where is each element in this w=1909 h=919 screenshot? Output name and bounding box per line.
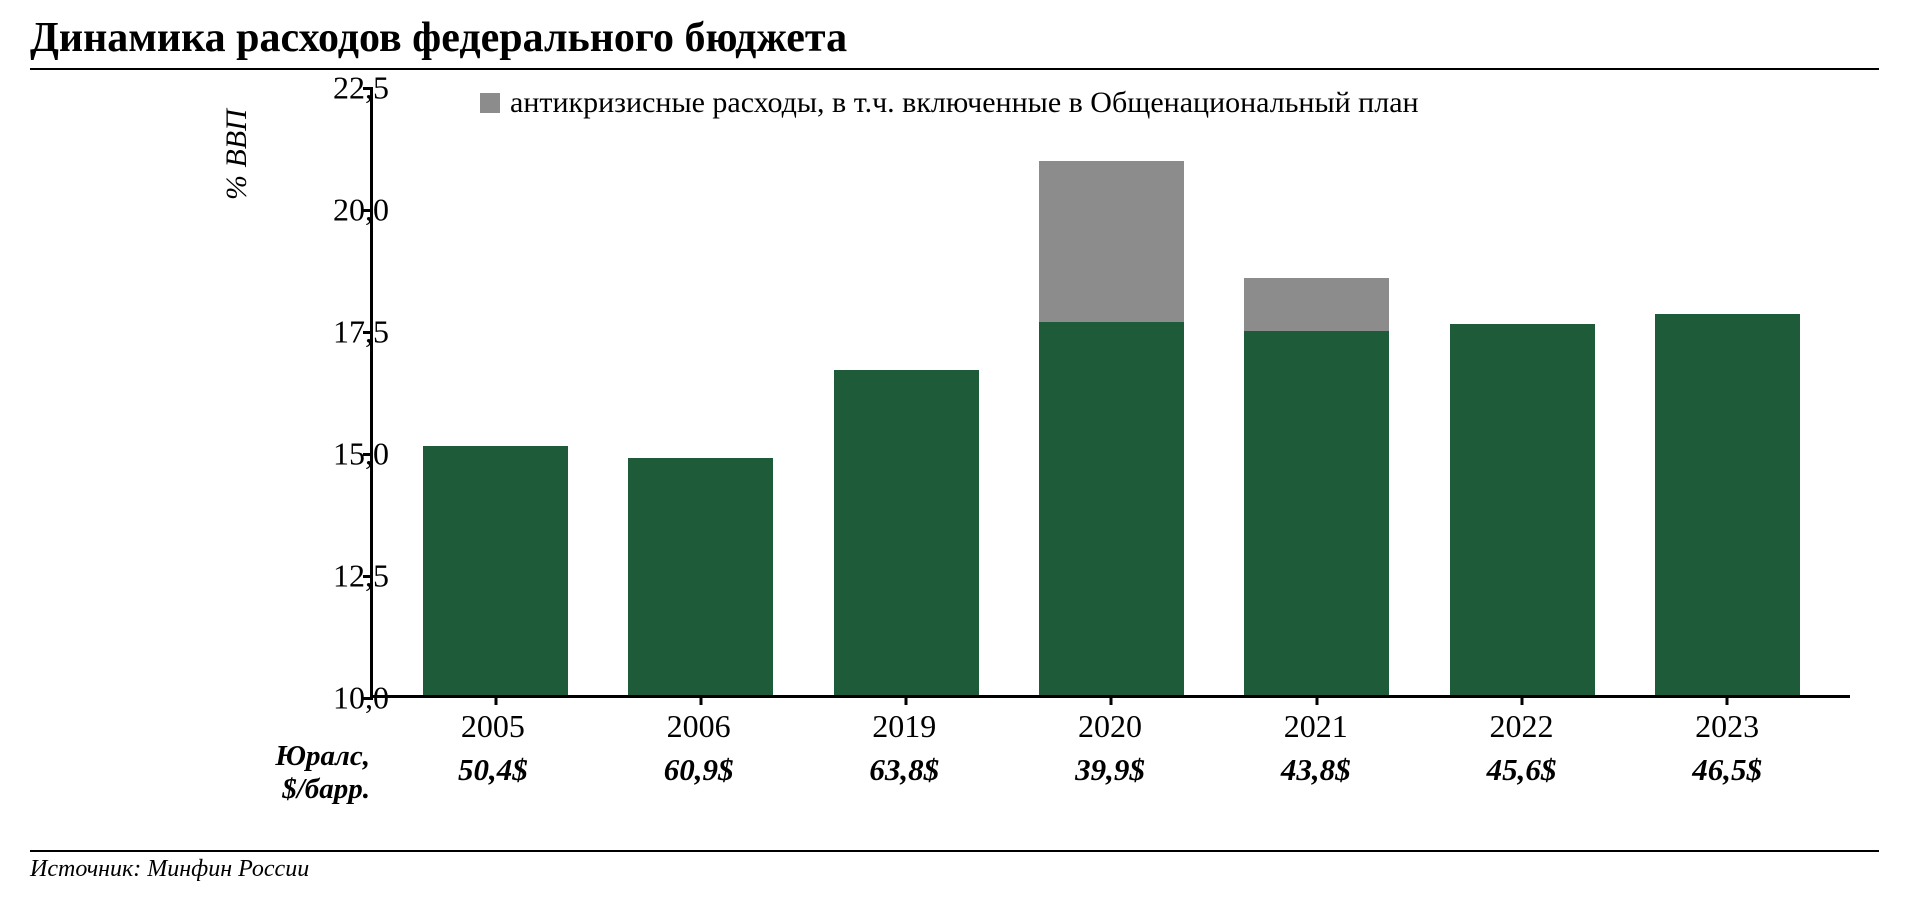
x-axis-label: 2005: [390, 708, 596, 745]
sub-caption-line2: $/барр.: [282, 773, 370, 805]
bar: [423, 446, 568, 695]
bar-segment-base: [423, 446, 568, 695]
bar-slot: [1625, 88, 1830, 695]
plot-area: [370, 88, 1850, 698]
bar-segment-base: [1244, 331, 1389, 695]
sub-value-label: 50,4$: [390, 752, 596, 788]
bar-slot: [804, 88, 1009, 695]
sub-value-label: 60,9$: [596, 752, 802, 788]
bar-slot: [598, 88, 803, 695]
x-tick-mark: [494, 695, 497, 705]
y-tick-label: 15,0: [289, 436, 389, 473]
bar: [1655, 314, 1800, 695]
sub-value-labels: 50,4$60,9$63,8$39,9$43,8$45,6$46,5$: [370, 752, 1850, 788]
y-tick-label: 20,0: [289, 192, 389, 229]
bar: [1244, 278, 1389, 695]
x-axis-label: 2021: [1213, 708, 1419, 745]
x-axis-label: 2006: [596, 708, 802, 745]
x-axis-label: 2020: [1007, 708, 1213, 745]
bar-slot: [1009, 88, 1214, 695]
bars-container: [373, 88, 1850, 695]
y-tick-label: 10,0: [289, 680, 389, 717]
bar: [1039, 161, 1184, 695]
bar: [628, 458, 773, 695]
page: Динамика расходов федерального бюджета %…: [0, 0, 1909, 919]
sub-value-label: 63,8$: [801, 752, 1007, 788]
x-tick-mark: [1726, 695, 1729, 705]
chart: % ВВП антикризисные расходы, в т.ч. вклю…: [30, 80, 1879, 850]
y-tick-label: 12,5: [289, 558, 389, 595]
sub-row-caption: Юралс, $/барр.: [215, 740, 370, 807]
x-axis-label: 2023: [1624, 708, 1830, 745]
x-tick-mark: [1521, 695, 1524, 705]
x-tick-mark: [699, 695, 702, 705]
chart-title: Динамика расходов федерального бюджета: [30, 14, 1879, 62]
bar: [1450, 324, 1595, 695]
x-axis-label: 2019: [801, 708, 1007, 745]
bar-segment-base: [1039, 322, 1184, 695]
bar-segment-base: [834, 370, 979, 695]
bar-segment-extra: [1244, 278, 1389, 332]
x-axis-label: 2022: [1419, 708, 1625, 745]
x-axis-labels: 2005200620192020202120222023: [370, 708, 1850, 745]
bar-slot: [393, 88, 598, 695]
bar-segment-base: [628, 458, 773, 695]
sub-value-label: 46,5$: [1624, 752, 1830, 788]
sub-value-label: 43,8$: [1213, 752, 1419, 788]
divider-bottom: [30, 850, 1879, 852]
source-note: Источник: Минфин России: [30, 856, 1879, 883]
bar-segment-extra: [1039, 161, 1184, 322]
x-tick-mark: [1110, 695, 1113, 705]
bar-segment-base: [1450, 324, 1595, 695]
y-axis-title: % ВВП: [220, 109, 254, 200]
bar: [834, 370, 979, 695]
x-tick-mark: [1315, 695, 1318, 705]
y-tick-label: 22,5: [289, 70, 389, 107]
sub-caption-line1: Юралс,: [275, 740, 370, 772]
sub-value-label: 39,9$: [1007, 752, 1213, 788]
bar-slot: [1419, 88, 1624, 695]
y-tick-label: 17,5: [289, 314, 389, 351]
x-tick-mark: [905, 695, 908, 705]
bar-slot: [1214, 88, 1419, 695]
bar-segment-base: [1655, 314, 1800, 695]
sub-value-label: 45,6$: [1419, 752, 1625, 788]
